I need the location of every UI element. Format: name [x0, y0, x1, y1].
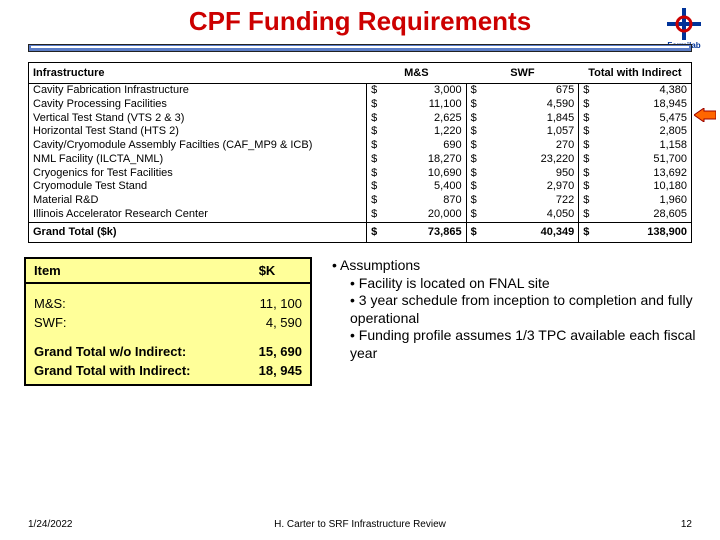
cell-ms: $690 [367, 139, 466, 153]
col-swf: SWF [466, 63, 579, 84]
gt-label: Grand Total ($k) [29, 222, 367, 243]
table-row: Cryomodule Test Stand$5,400$2,970$10,180 [29, 180, 692, 194]
cell-ms: $11,100 [367, 98, 466, 112]
col-infrastructure: Infrastructure [29, 63, 367, 84]
fermilab-logo-icon [664, 8, 704, 40]
cell-total: $2,805 [579, 125, 692, 139]
cell-ms: $2,625 [367, 112, 466, 126]
cell-ms: $870 [367, 194, 466, 208]
cell-swf: $675 [466, 84, 579, 98]
cell-item: Cavity Fabrication Infrastructure [29, 84, 367, 98]
cell-total: $5,475 [579, 112, 692, 126]
cell-total: $4,380 [579, 84, 692, 98]
table-row: Cavity Processing Facilities$11,100$4,59… [29, 98, 692, 112]
table-row: Illinois Accelerator Research Center$20,… [29, 208, 692, 222]
table-row: Material R&D$870$722$1,960 [29, 194, 692, 208]
cell-item: Cryogenics for Test Facilities [29, 167, 367, 181]
cell-swf: $950 [466, 167, 579, 181]
cell-item: Cryomodule Test Stand [29, 180, 367, 194]
summary-box: Item $K M&S: 11, 100 SWF: 4, 590 Grand T… [24, 257, 312, 386]
summary-header-item: Item [34, 263, 232, 278]
cell-swf: $2,970 [466, 180, 579, 194]
cell-item: NML Facility (ILCTA_NML) [29, 153, 367, 167]
assumption-item: • 3 year schedule from inception to comp… [324, 292, 696, 327]
table-row: Cryogenics for Test Facilities$10,690$95… [29, 167, 692, 181]
funding-table: Infrastructure M&S SWF Total with Indire… [28, 62, 692, 243]
col-ms: M&S [367, 63, 466, 84]
cell-swf: $4,590 [466, 98, 579, 112]
gt-ms: $73,865 [367, 222, 466, 243]
cell-ms: $5,400 [367, 180, 466, 194]
cell-ms: $3,000 [367, 84, 466, 98]
cell-item: Cavity Processing Facilities [29, 98, 367, 112]
cell-swf: $4,050 [466, 208, 579, 222]
cell-total: $28,605 [579, 208, 692, 222]
cell-total: $13,692 [579, 167, 692, 181]
title-rule [28, 44, 692, 52]
footer-date: 1/24/2022 [28, 519, 194, 530]
summary-ms-val: 11, 100 [232, 296, 302, 311]
cell-total: $10,180 [579, 180, 692, 194]
cell-swf: $1,845 [466, 112, 579, 126]
highlight-arrow-icon [694, 108, 716, 122]
cell-item: Material R&D [29, 194, 367, 208]
col-total: Total with Indirect [579, 63, 692, 84]
cell-total: $51,700 [579, 153, 692, 167]
grand-total-row: Grand Total ($k)$73,865$40,349$138,900 [29, 222, 692, 243]
summary-swf-val: 4, 590 [232, 315, 302, 330]
summary-ms-label: M&S: [34, 296, 232, 311]
gt-total: $138,900 [579, 222, 692, 243]
cell-total: $1,158 [579, 139, 692, 153]
summary-gt-wo-val: 15, 690 [232, 344, 302, 359]
table-header-row: Infrastructure M&S SWF Total with Indire… [29, 63, 692, 84]
assumptions-heading: • Assumptions [324, 257, 696, 275]
cell-total: $18,945 [579, 98, 692, 112]
footer-page: 12 [526, 519, 692, 530]
summary-gt-with-label: Grand Total with Indirect: [34, 363, 232, 378]
cell-swf: $23,220 [466, 153, 579, 167]
summary-swf-label: SWF: [34, 315, 232, 330]
assumption-item: • Funding profile assumes 1/3 TPC availa… [324, 327, 696, 362]
table-row: Vertical Test Stand (VTS 2 & 3)$2,625$1,… [29, 112, 692, 126]
cell-item: Illinois Accelerator Research Center [29, 208, 367, 222]
summary-header-k: $K [232, 263, 302, 278]
table-row: Horizontal Test Stand (HTS 2)$1,220$1,05… [29, 125, 692, 139]
cell-item: Vertical Test Stand (VTS 2 & 3) [29, 112, 367, 126]
assumption-item: • Facility is located on FNAL site [324, 275, 696, 293]
cell-total: $1,960 [579, 194, 692, 208]
table-row: Cavity/Cryomodule Assembly Facilties (CA… [29, 139, 692, 153]
footer-center: H. Carter to SRF Infrastructure Review [194, 519, 526, 530]
cell-swf: $722 [466, 194, 579, 208]
cell-item: Horizontal Test Stand (HTS 2) [29, 125, 367, 139]
cell-ms: $10,690 [367, 167, 466, 181]
cell-ms: $1,220 [367, 125, 466, 139]
cell-item: Cavity/Cryomodule Assembly Facilties (CA… [29, 139, 367, 153]
cell-swf: $1,057 [466, 125, 579, 139]
cell-swf: $270 [466, 139, 579, 153]
assumptions-block: • Assumptions • Facility is located on F… [324, 257, 696, 386]
summary-gt-with-val: 18, 945 [232, 363, 302, 378]
gt-swf: $40,349 [466, 222, 579, 243]
summary-gt-wo-label: Grand Total w/o Indirect: [34, 344, 232, 359]
table-row: NML Facility (ILCTA_NML)$18,270$23,220$5… [29, 153, 692, 167]
footer: 1/24/2022 H. Carter to SRF Infrastructur… [0, 519, 720, 530]
cell-ms: $18,270 [367, 153, 466, 167]
cell-ms: $20,000 [367, 208, 466, 222]
table-row: Cavity Fabrication Infrastructure$3,000$… [29, 84, 692, 98]
page-title: CPF Funding Requirements [0, 6, 720, 37]
